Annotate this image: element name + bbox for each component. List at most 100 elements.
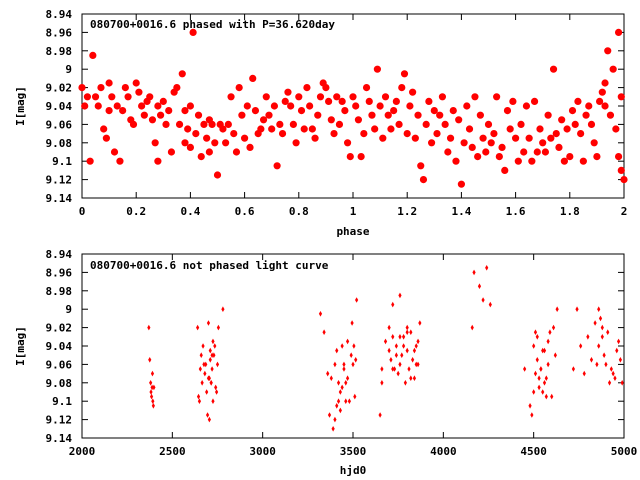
y-tick-label: 8.96 — [46, 266, 73, 279]
data-point — [197, 153, 205, 161]
phased-plot-y-axis-label: I[mag] — [14, 86, 27, 126]
data-point — [612, 125, 620, 133]
data-point — [389, 357, 393, 363]
data-point — [587, 120, 596, 129]
x-tick-label: 1 — [350, 205, 357, 218]
data-point — [102, 134, 110, 142]
light-curve-plot-points — [147, 265, 624, 432]
data-point — [214, 384, 218, 391]
data-point — [347, 398, 351, 404]
data-point — [582, 111, 590, 119]
data-point — [530, 412, 534, 418]
data-point — [417, 162, 425, 170]
data-point — [380, 366, 384, 372]
data-point — [83, 93, 92, 101]
x-tick-label: 0 — [79, 205, 86, 218]
data-point — [438, 93, 447, 101]
data-point — [535, 357, 539, 363]
data-point — [380, 380, 384, 386]
data-point — [206, 320, 211, 326]
data-point — [387, 125, 395, 133]
phased-plot-points — [78, 28, 628, 188]
data-point — [579, 343, 583, 349]
data-point — [295, 93, 303, 101]
data-point — [281, 97, 289, 106]
x-tick-label: 0.6 — [235, 205, 255, 218]
data-point — [568, 107, 577, 115]
data-point — [463, 102, 471, 110]
data-point — [362, 84, 371, 92]
data-point — [325, 97, 333, 106]
data-point — [173, 84, 181, 92]
data-point — [148, 357, 152, 363]
x-tick-label: 4500 — [520, 445, 547, 458]
data-point — [614, 153, 623, 161]
data-point — [124, 93, 132, 101]
data-point — [289, 120, 297, 129]
data-point — [392, 366, 397, 372]
data-point — [224, 120, 232, 129]
phased-plot-ticks: 0 0.2 0.4 0.6 0.8 1 1.2 1.4 1.6 1.8 2 8.94 8.96 8.98 9… — [46, 8, 628, 218]
data-point — [278, 130, 287, 138]
data-point — [340, 343, 344, 349]
data-point — [430, 107, 438, 115]
data-point — [607, 380, 612, 386]
data-point — [547, 134, 555, 142]
data-point — [401, 343, 406, 349]
data-point — [394, 352, 398, 358]
data-point — [186, 143, 194, 151]
data-point — [215, 361, 220, 368]
data-point — [597, 306, 601, 312]
data-point — [618, 357, 622, 363]
data-point — [488, 301, 492, 308]
y-tick-label: 9 — [65, 63, 72, 76]
data-point — [544, 111, 552, 119]
data-point — [577, 130, 585, 138]
data-point — [186, 102, 194, 110]
data-point — [333, 416, 337, 423]
data-point — [381, 93, 390, 101]
data-point — [523, 366, 527, 372]
data-point — [407, 366, 411, 372]
data-point — [563, 125, 571, 133]
x-tick-label: 1.4 — [451, 205, 471, 218]
data-point — [211, 139, 219, 147]
data-point — [571, 366, 576, 372]
data-point — [609, 65, 617, 73]
data-point — [371, 125, 379, 133]
phased-plot: 0 0.2 0.4 0.6 0.8 1 1.2 1.4 1.6 1.8 2 8.94 8.96 8.98 9… — [14, 8, 628, 238]
y-tick-label: 9.14 — [46, 192, 73, 205]
data-point — [542, 347, 547, 354]
data-point — [200, 380, 204, 386]
data-point — [148, 116, 157, 124]
data-point — [525, 134, 533, 142]
data-point — [550, 393, 554, 400]
data-point — [140, 111, 148, 119]
data-point — [300, 125, 308, 133]
data-point — [154, 157, 162, 165]
light-curve-plot-ticks: 2000 2500 3000 3500 4000 4500 5000 8.94 8.96 8.98… — [46, 248, 638, 458]
data-point — [350, 320, 354, 326]
data-point — [338, 97, 346, 106]
data-point — [522, 102, 531, 110]
data-point — [345, 338, 350, 345]
data-point — [468, 143, 476, 151]
data-point — [601, 79, 609, 87]
data-point — [542, 380, 547, 386]
x-tick-label: 1.6 — [506, 205, 526, 218]
data-point — [200, 120, 208, 129]
data-point — [211, 338, 215, 345]
data-point — [203, 134, 211, 142]
data-point — [119, 107, 127, 115]
data-point — [344, 398, 348, 404]
data-point — [232, 148, 241, 156]
data-point — [249, 74, 257, 83]
x-tick-label: 4000 — [430, 445, 457, 458]
data-point — [167, 148, 176, 156]
data-point — [514, 157, 522, 165]
data-point — [615, 347, 619, 354]
data-point — [586, 334, 590, 340]
data-point — [541, 148, 550, 156]
data-point — [251, 107, 260, 115]
data-point — [297, 107, 306, 115]
